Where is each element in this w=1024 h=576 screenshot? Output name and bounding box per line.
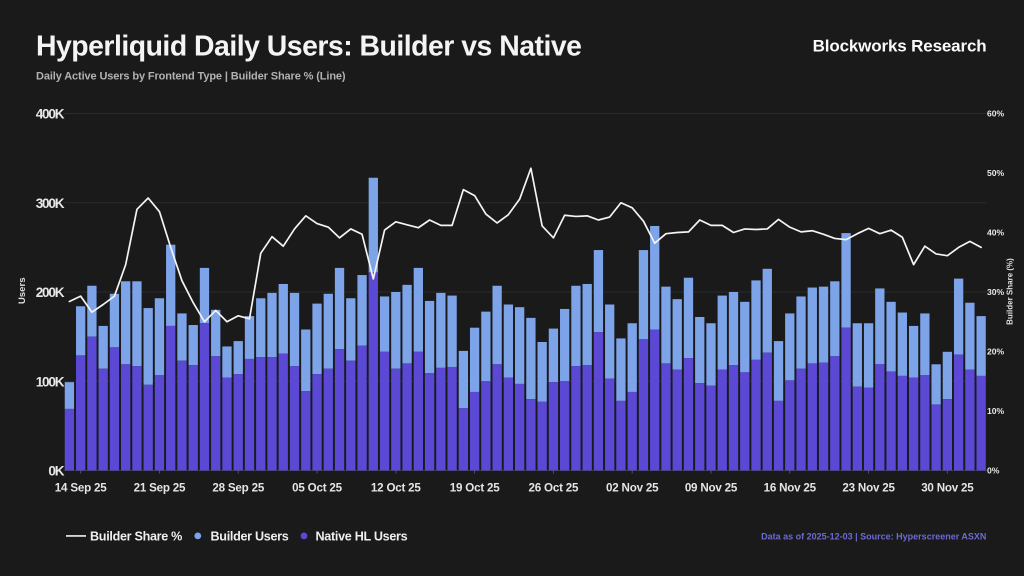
svg-text:12 Oct 25: 12 Oct 25 (371, 481, 422, 494)
svg-text:23 Nov 25: 23 Nov 25 (842, 481, 895, 494)
svg-text:Builder Share (%): Builder Share (%) (1006, 258, 1015, 325)
svg-text:50%: 50% (987, 168, 1005, 178)
svg-text:16 Nov 25: 16 Nov 25 (764, 481, 817, 494)
svg-text:300K: 300K (36, 196, 65, 211)
svg-text:Native HL Users: Native HL Users (316, 529, 408, 543)
svg-text:0K: 0K (48, 464, 64, 479)
svg-text:05 Oct 25: 05 Oct 25 (292, 481, 343, 494)
svg-text:14 Sep 25: 14 Sep 25 (55, 481, 107, 494)
svg-text:26 Oct 25: 26 Oct 25 (529, 481, 580, 494)
svg-text:30%: 30% (987, 287, 1005, 297)
svg-text:20%: 20% (987, 347, 1005, 357)
svg-text:Blockworks Research: Blockworks Research (813, 37, 987, 56)
svg-text:28 Sep 25: 28 Sep 25 (212, 481, 264, 494)
svg-text:200K: 200K (36, 285, 65, 300)
svg-text:Data as of 2025-12-03 | Source: Data as of 2025-12-03 | Source: Hyperscr… (761, 532, 986, 542)
svg-text:60%: 60% (987, 109, 1005, 119)
svg-text:19 Oct 25: 19 Oct 25 (450, 481, 501, 494)
svg-text:09 Nov 25: 09 Nov 25 (685, 481, 738, 494)
svg-text:30 Nov 25: 30 Nov 25 (921, 481, 974, 494)
svg-text:400K: 400K (36, 107, 65, 122)
svg-text:Builder Users: Builder Users (211, 529, 289, 543)
svg-text:Users: Users (17, 277, 28, 304)
svg-text:Builder Share %: Builder Share % (90, 529, 182, 543)
svg-text:02 Nov 25: 02 Nov 25 (606, 481, 659, 494)
svg-text:40%: 40% (987, 228, 1005, 238)
svg-text:100K: 100K (36, 374, 65, 389)
svg-text:10%: 10% (987, 406, 1005, 416)
svg-text:Hyperliquid Daily Users: Build: Hyperliquid Daily Users: Builder vs Nati… (36, 31, 581, 63)
svg-text:Daily Active Users by Frontend: Daily Active Users by Frontend Type | Bu… (36, 70, 346, 82)
svg-text:0%: 0% (987, 466, 1000, 476)
svg-text:21 Sep 25: 21 Sep 25 (134, 481, 186, 494)
